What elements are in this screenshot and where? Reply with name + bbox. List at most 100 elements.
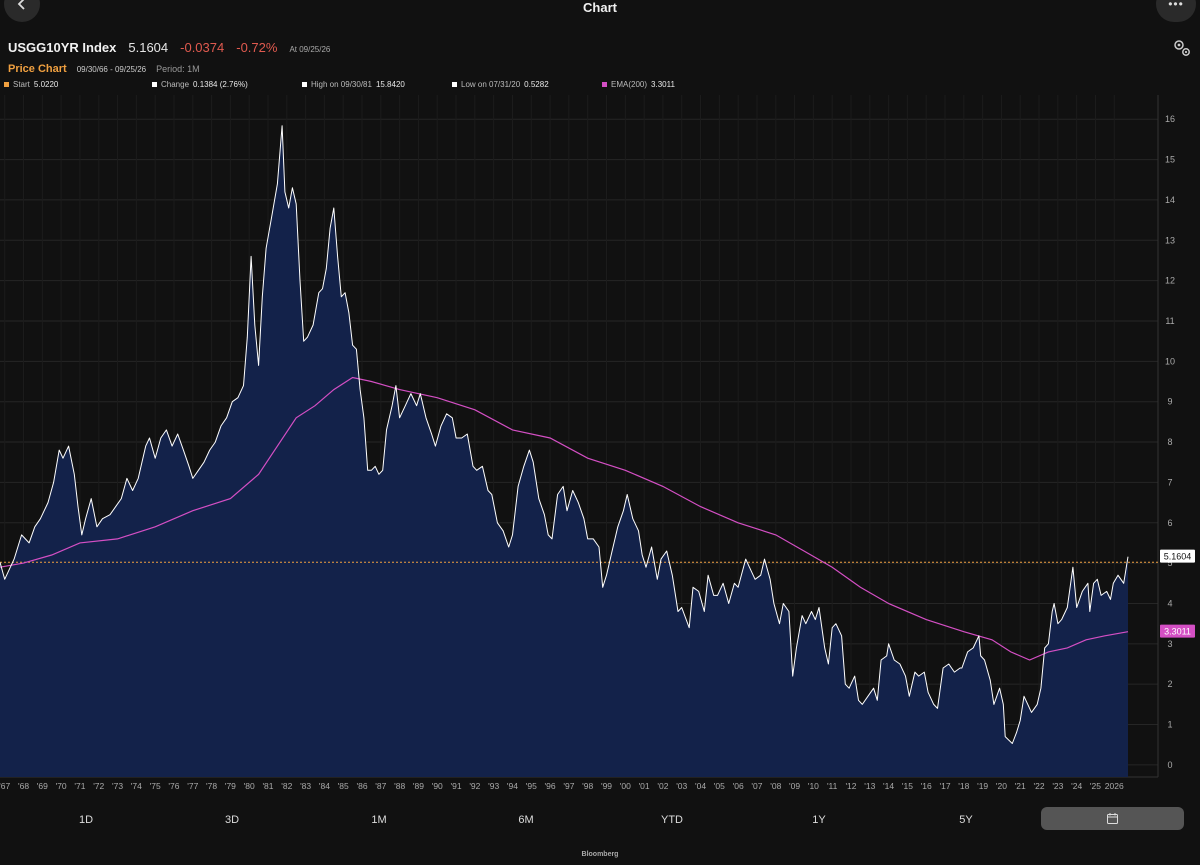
- price-area: [0, 125, 1128, 777]
- x-tick-label: '05: [714, 781, 725, 791]
- legend-change-label: Change: [161, 80, 190, 89]
- x-tick-label: '86: [356, 781, 367, 791]
- x-tick-label: '12: [845, 781, 856, 791]
- x-tick-label: '20: [996, 781, 1007, 791]
- y-tick-label: 6: [1167, 518, 1172, 528]
- bloomberg-footer: Bloomberg: [581, 851, 619, 858]
- y-tick-label: 15: [1165, 155, 1175, 165]
- x-tick-label: '09: [789, 781, 800, 791]
- x-tick-label: '93: [488, 781, 499, 791]
- more-icon: •••: [1168, 0, 1184, 11]
- y-tick-label: 13: [1165, 235, 1175, 245]
- ema-tag: [1160, 624, 1195, 638]
- x-tick-label: '10: [808, 781, 819, 791]
- calendar-button[interactable]: [1041, 807, 1184, 830]
- page-title: Chart: [583, 0, 617, 15]
- x-tick-label: '74: [131, 781, 142, 791]
- period-1y-button[interactable]: 1Y: [812, 814, 826, 826]
- back-button[interactable]: [4, 0, 40, 22]
- x-tick-label: '80: [244, 781, 255, 791]
- x-tick-label: '06: [733, 781, 744, 791]
- start-swatch: [4, 82, 9, 87]
- x-tick-label: '82: [281, 781, 292, 791]
- x-tick-label: '15: [902, 781, 913, 791]
- x-tick-label: '00: [620, 781, 631, 791]
- x-tick-label: '68: [18, 781, 29, 791]
- settings-icon[interactable]: [1172, 38, 1192, 58]
- price-value: 5.1604: [128, 40, 169, 55]
- x-tick-label: '94: [507, 781, 518, 791]
- legend-high: High on 09/30/81 15.8420: [302, 80, 405, 89]
- as-of-label: At 09/25/26: [289, 45, 331, 54]
- y-tick-label: 2: [1167, 679, 1172, 689]
- x-tick-label: '89: [413, 781, 424, 791]
- legend-low-value: 0.5282: [524, 80, 549, 89]
- price-chart-label[interactable]: Price Chart: [8, 63, 67, 75]
- legend-low: Low on 07/31/20 0.5282: [452, 80, 549, 89]
- high-swatch: [302, 82, 307, 87]
- x-tick-label: '17: [939, 781, 950, 791]
- x-tick-label: '22: [1034, 781, 1045, 791]
- x-tick-label: 2026: [1105, 781, 1124, 791]
- top-bar: Chart •••: [0, 0, 1200, 22]
- x-tick-label: '78: [206, 781, 217, 791]
- x-tick-label: '87: [375, 781, 386, 791]
- x-tick-label: '92: [469, 781, 480, 791]
- legend-ema: EMA(200) 3.3011: [602, 80, 675, 89]
- x-tick-label: '67: [0, 781, 11, 791]
- x-tick-label: '79: [225, 781, 236, 791]
- x-tick-label: '07: [751, 781, 762, 791]
- price-line: [0, 125, 1129, 744]
- legend-start: Start 5.0220: [4, 80, 58, 89]
- x-tick-label: '16: [921, 781, 932, 791]
- x-tick-label: '02: [657, 781, 668, 791]
- y-tick-label: 10: [1165, 356, 1175, 366]
- x-tick-label: '77: [187, 781, 198, 791]
- legend-start-label: Start: [13, 80, 30, 89]
- x-tick-label: '90: [432, 781, 443, 791]
- ema-swatch: [602, 82, 607, 87]
- x-tick-label: '21: [1015, 781, 1026, 791]
- period-5y-button[interactable]: 5Y: [959, 814, 973, 826]
- period-3d-button[interactable]: 3D: [224, 814, 240, 826]
- change-swatch: [152, 82, 157, 87]
- legend-high-label: High on 09/30/81: [311, 80, 372, 89]
- price-chart-subheader: Price Chart 09/30/66 - 09/25/26 Period: …: [8, 63, 200, 75]
- x-tick-label: '84: [319, 781, 330, 791]
- period-1m-button[interactable]: 1M: [371, 814, 387, 826]
- x-tick-label: '73: [112, 781, 123, 791]
- x-tick-label: '24: [1071, 781, 1082, 791]
- x-tick-label: '76: [168, 781, 179, 791]
- y-tick-label: 1: [1167, 720, 1172, 730]
- period-selector: 1D 3D 1M 6M YTD 1Y 5Y: [0, 806, 1200, 834]
- x-tick-label: '95: [526, 781, 537, 791]
- x-tick-label: '97: [563, 781, 574, 791]
- x-tick-label: '96: [545, 781, 556, 791]
- change-value: -0.0374: [180, 40, 225, 55]
- x-tick-label: '19: [977, 781, 988, 791]
- period-ytd-button[interactable]: YTD: [661, 814, 683, 826]
- legend-ema-value: 3.3011: [651, 80, 675, 89]
- x-tick-label: '85: [338, 781, 349, 791]
- more-button[interactable]: •••: [1156, 0, 1196, 22]
- y-tick-label: 4: [1167, 598, 1172, 608]
- x-tick-label: '11: [827, 781, 838, 791]
- x-tick-label: '72: [93, 781, 104, 791]
- legend-change: Change 0.1384 (2.76%): [152, 80, 248, 89]
- x-tick-label: '18: [958, 781, 969, 791]
- y-tick-label: 12: [1165, 276, 1175, 286]
- x-tick-label: '99: [601, 781, 612, 791]
- y-tick-label: 11: [1165, 316, 1174, 326]
- x-tick-label: '08: [770, 781, 781, 791]
- period-6m-button[interactable]: 6M: [518, 814, 534, 826]
- legend-start-value: 5.0220: [33, 80, 59, 89]
- x-tick-label: '98: [582, 781, 593, 791]
- x-tick-label: '03: [676, 781, 687, 791]
- period-label: Period: 1M: [156, 64, 200, 74]
- period-1d-button[interactable]: 1D: [78, 814, 94, 826]
- x-tick-label: '71: [74, 781, 85, 791]
- x-tick-label: '81: [262, 781, 273, 791]
- y-tick-label: 5: [1167, 558, 1172, 568]
- legend-high-value: 15.8420: [375, 80, 405, 89]
